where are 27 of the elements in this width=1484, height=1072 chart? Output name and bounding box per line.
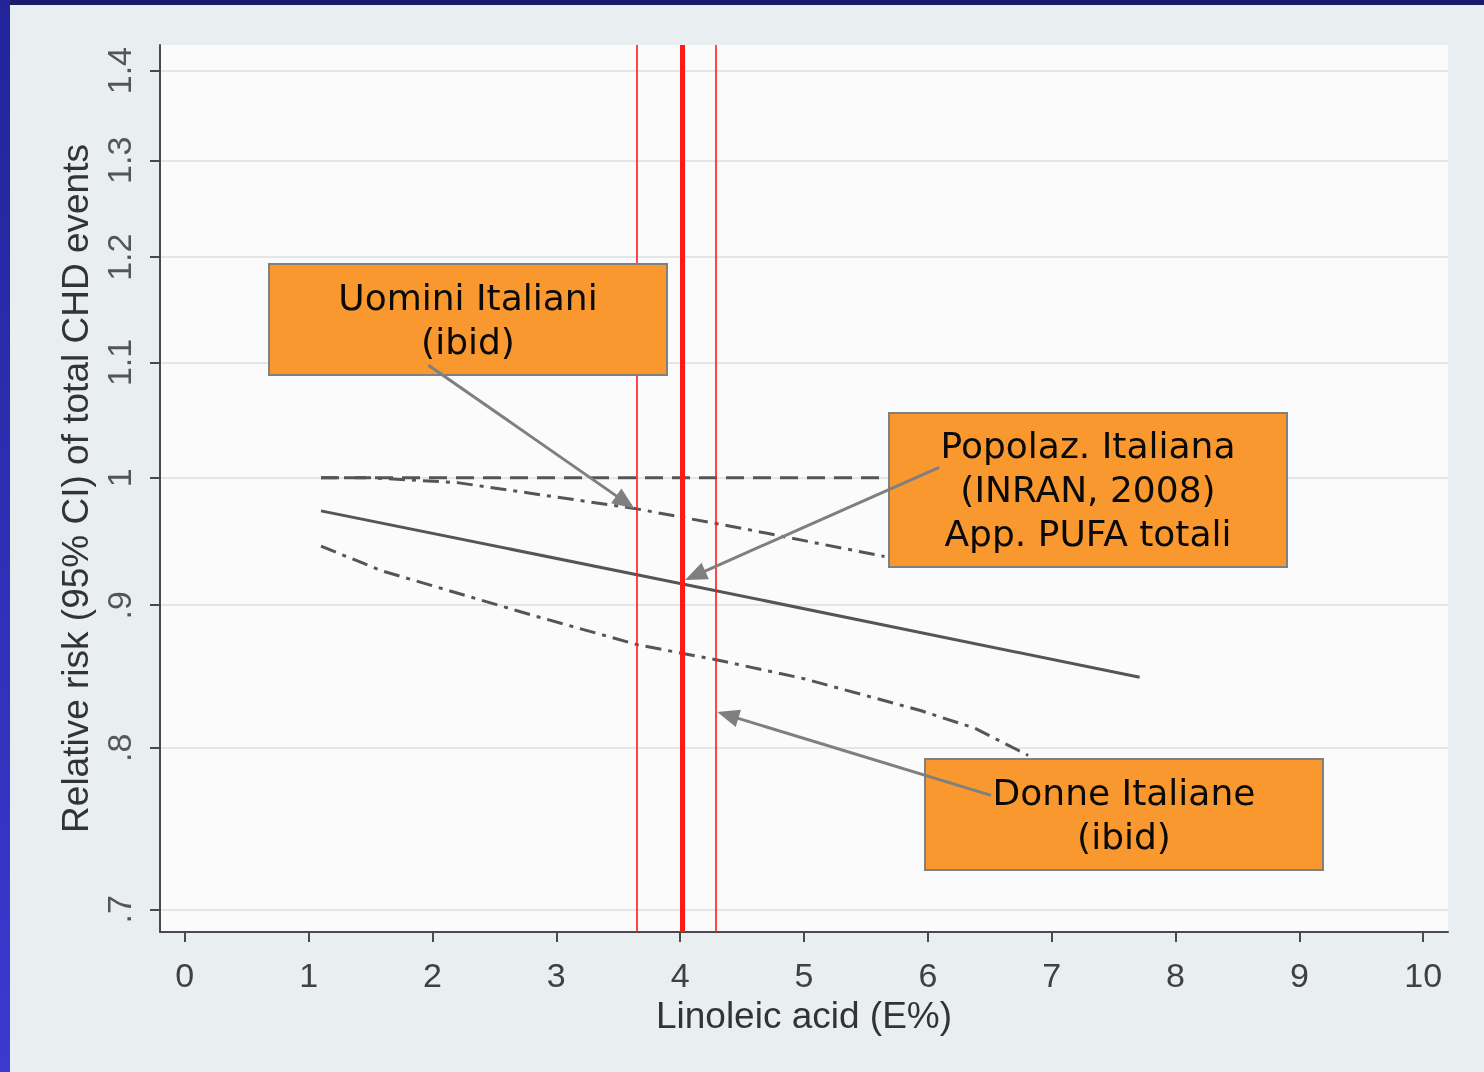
- annotation: Uomini Italiani (ibid): [338, 275, 598, 364]
- callout: Uomini Italiani (ibid): [268, 263, 668, 376]
- callout: Donne Italiane (ibid): [924, 758, 1324, 871]
- x-tick-label: 9: [1289, 956, 1309, 994]
- annotation: Popolaz. Italiana (INRAN, 2008) App. PUFA totali: [940, 424, 1236, 556]
- y-tick-label: 1: [100, 468, 138, 488]
- y-tick-label: 1.1: [100, 338, 138, 387]
- x-tick-label: 4: [670, 956, 690, 994]
- y-tick-label: 1.2: [100, 233, 138, 281]
- x-tick-label: 0: [175, 956, 195, 994]
- x-tick-label: 3: [546, 956, 566, 994]
- y-tick-label: .7: [100, 895, 138, 924]
- annotation: Donne Italiane (ibid): [992, 770, 1256, 859]
- x-axis-title: Linoleic acid (E%): [655, 994, 953, 1036]
- y-axis-title: Relative risk (95% CI) of total CHD events: [55, 144, 96, 833]
- callout: Popolaz. Italiana (INRAN, 2008) App. PUFA totali: [888, 412, 1288, 568]
- y-tick-label: .8: [100, 733, 138, 762]
- x-tick-label: 2: [423, 956, 442, 994]
- y-tick-label: 1.4: [100, 47, 138, 95]
- x-tick-label: 10: [1404, 956, 1443, 994]
- y-tick-label: 1.3: [100, 136, 138, 184]
- x-tick-label: 1: [299, 956, 319, 994]
- x-tick-label: 5: [794, 956, 814, 994]
- x-tick-label: 7: [1042, 956, 1062, 994]
- y-tick-label: .9: [100, 591, 138, 620]
- x-tick-label: 6: [918, 956, 938, 994]
- x-tick-label: 8: [1166, 956, 1185, 994]
